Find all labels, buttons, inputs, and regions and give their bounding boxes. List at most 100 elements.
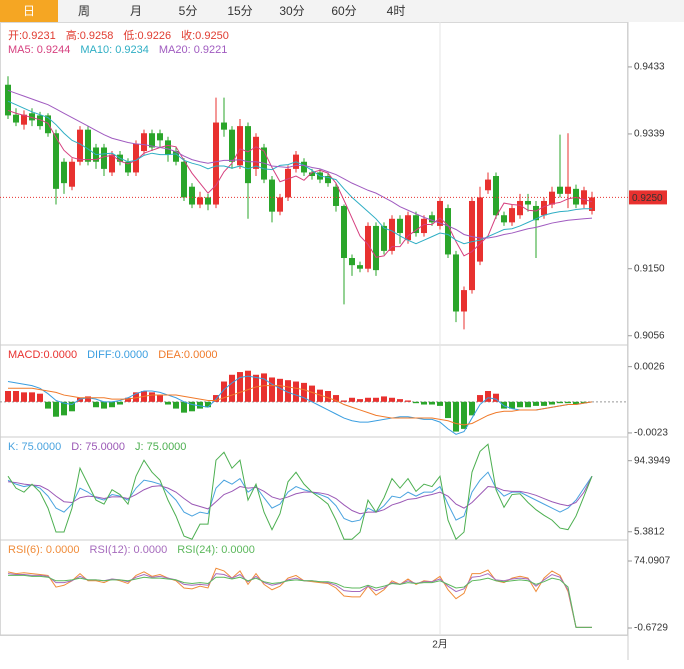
macd-bar	[453, 401, 459, 432]
macd-bar	[189, 401, 195, 412]
candle-body	[213, 122, 219, 205]
legend-item: J: 75.0000	[135, 441, 186, 453]
period-tab[interactable]: 月	[129, 4, 142, 18]
macd-bar	[245, 370, 251, 402]
candle-body	[181, 161, 187, 198]
y-tick-label: -0.6729	[634, 623, 668, 634]
candle-body	[397, 218, 403, 234]
legend-item: D: 75.0000	[71, 441, 125, 453]
macd-bar	[437, 401, 443, 406]
legend-item: MACD:0.0000	[8, 349, 77, 361]
last-price-label: 0.9250	[632, 193, 663, 204]
y-tick-label: 0.9056	[634, 330, 665, 341]
macd-bar	[45, 401, 51, 409]
legend-item: 开:0.9231	[8, 30, 56, 42]
candle-body	[381, 225, 387, 251]
y-tick-label: 0.9150	[634, 263, 665, 274]
candle-body	[325, 176, 331, 184]
period-tab[interactable]: 15分	[227, 4, 253, 18]
candle-body	[269, 179, 275, 212]
macd-bar	[357, 399, 363, 402]
macd-bar	[549, 401, 555, 405]
macd-bar	[269, 377, 275, 402]
indicator-line	[7, 567, 592, 628]
macd-bar	[53, 401, 59, 417]
macd-bar	[133, 392, 139, 402]
candle-body	[309, 172, 315, 177]
candle-body	[461, 290, 467, 312]
indicator-line	[7, 471, 593, 523]
candle-body	[365, 225, 371, 269]
candle-body	[445, 208, 451, 255]
period-tab[interactable]: 5分	[178, 4, 198, 18]
macd-bar	[445, 401, 451, 419]
candle-body	[469, 200, 475, 291]
candle-body	[389, 218, 395, 251]
macd-bar	[557, 401, 563, 404]
macd-bar	[29, 392, 35, 402]
candle-body	[349, 258, 355, 266]
indicator-line	[7, 100, 592, 245]
candle-body	[205, 197, 211, 205]
macd-bar	[461, 401, 467, 429]
legend-item: 低:0.9226	[123, 29, 171, 42]
candle-body	[165, 140, 171, 155]
candle-body	[501, 215, 507, 223]
indicator-line	[7, 443, 593, 541]
candle-body	[157, 133, 163, 141]
period-tab[interactable]: 4时	[386, 4, 406, 18]
macd-bar	[325, 391, 331, 402]
macd-bar	[157, 395, 163, 402]
macd-bar	[309, 385, 315, 402]
macd-bar	[573, 401, 579, 405]
candle-body	[581, 190, 587, 205]
candle-body	[277, 197, 283, 212]
candle-body	[421, 218, 427, 234]
macd-bar	[541, 401, 547, 406]
macd-bar	[117, 401, 123, 405]
candle-body	[45, 115, 51, 134]
macd-bar	[229, 374, 235, 402]
candle-body	[589, 197, 595, 211]
candle-body	[61, 161, 67, 184]
candle-body	[29, 113, 35, 121]
period-tab[interactable]: 日	[0, 0, 58, 22]
candle-body	[437, 200, 443, 226]
candle-body	[285, 168, 291, 198]
macd-bar	[581, 401, 587, 404]
candle-body	[301, 161, 307, 173]
indicator-line	[7, 109, 593, 258]
indicator-line	[8, 574, 592, 628]
candle-body	[253, 136, 259, 169]
period-tab[interactable]: 周	[77, 4, 90, 18]
indicator-line	[8, 385, 593, 426]
last-price-box	[629, 190, 667, 205]
candle-body	[509, 208, 515, 223]
y-tick-label: 0.9339	[634, 129, 665, 140]
macd-bar	[221, 381, 227, 402]
period-tab[interactable]: 30分	[279, 4, 305, 18]
macd-bar	[69, 401, 75, 412]
candle-body	[405, 215, 411, 241]
macd-bar	[85, 396, 91, 402]
candle-body	[341, 205, 347, 259]
macd-bar	[389, 397, 395, 402]
candle-body	[85, 129, 91, 162]
macd-bar	[333, 395, 339, 402]
period-tab[interactable]: 60分	[331, 4, 357, 18]
macd-bar	[253, 374, 259, 402]
macd-bar	[5, 391, 11, 402]
indicator-line	[7, 375, 593, 435]
candle-body	[197, 197, 203, 205]
macd-bar	[501, 401, 507, 409]
macd-bar	[101, 401, 107, 409]
macd-bar	[13, 391, 19, 402]
macd-bar	[509, 401, 515, 409]
macd-bar	[37, 393, 43, 402]
macd-bar	[485, 391, 491, 402]
candle-body	[189, 186, 195, 205]
legend-item: K: 75.0000	[8, 441, 61, 453]
macd-bar	[93, 401, 99, 408]
candle-body	[557, 186, 563, 194]
